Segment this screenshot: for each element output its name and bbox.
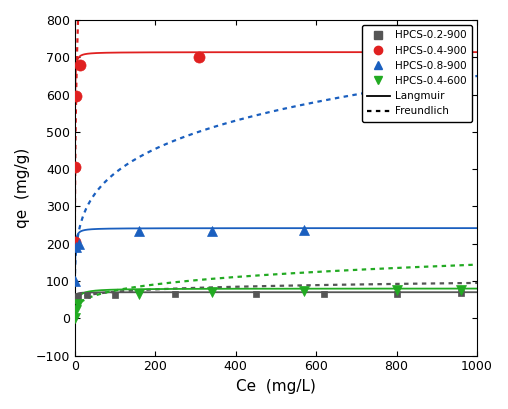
HPCS-0.4-600 bbox=[72, 316, 78, 321]
HPCS-0.8-900 bbox=[301, 227, 307, 232]
HPCS-0.4-900 bbox=[72, 239, 78, 244]
Line: HPCS-0.8-900: HPCS-0.8-900 bbox=[70, 225, 309, 286]
HPCS-0.4-600 bbox=[301, 288, 307, 293]
HPCS-0.8-900 bbox=[72, 279, 78, 283]
HPCS-0.4-600 bbox=[394, 288, 400, 293]
HPCS-0.4-900 bbox=[197, 55, 203, 60]
HPCS-0.4-900 bbox=[73, 94, 79, 99]
Line: HPCS-0.4-600: HPCS-0.4-600 bbox=[70, 285, 466, 323]
HPCS-0.2-900 bbox=[321, 292, 327, 297]
HPCS-0.8-900 bbox=[136, 229, 142, 234]
HPCS-0.2-900 bbox=[394, 291, 400, 296]
X-axis label: Ce  (mg/L): Ce (mg/L) bbox=[236, 379, 316, 394]
HPCS-0.2-900 bbox=[75, 294, 81, 299]
HPCS-0.2-900 bbox=[458, 291, 464, 296]
HPCS-0.2-900 bbox=[84, 293, 90, 298]
HPCS-0.8-900 bbox=[208, 228, 214, 233]
HPCS-0.2-900 bbox=[72, 297, 78, 302]
HPCS-0.2-900 bbox=[253, 292, 259, 297]
HPCS-0.2-900 bbox=[172, 292, 178, 297]
HPCS-0.4-900 bbox=[72, 165, 78, 170]
HPCS-0.2-900 bbox=[112, 292, 118, 297]
HPCS-0.4-600 bbox=[75, 302, 81, 307]
Line: HPCS-0.2-900: HPCS-0.2-900 bbox=[72, 290, 464, 303]
HPCS-0.4-600 bbox=[208, 290, 214, 294]
Y-axis label: qe  (mg/g): qe (mg/g) bbox=[15, 148, 30, 228]
HPCS-0.2-900 bbox=[73, 294, 79, 299]
HPCS-0.8-900 bbox=[73, 245, 79, 250]
HPCS-0.4-600 bbox=[458, 287, 464, 292]
HPCS-0.4-600 bbox=[73, 308, 79, 312]
HPCS-0.8-900 bbox=[76, 241, 82, 246]
Line: HPCS-0.4-900: HPCS-0.4-900 bbox=[69, 52, 205, 247]
Legend: HPCS-0.2-900, HPCS-0.4-900, HPCS-0.8-900, HPCS-0.4-600, Langmuir, Freundlich: HPCS-0.2-900, HPCS-0.4-900, HPCS-0.8-900… bbox=[362, 25, 472, 121]
HPCS-0.4-600 bbox=[136, 292, 142, 297]
HPCS-0.4-900 bbox=[77, 62, 83, 67]
